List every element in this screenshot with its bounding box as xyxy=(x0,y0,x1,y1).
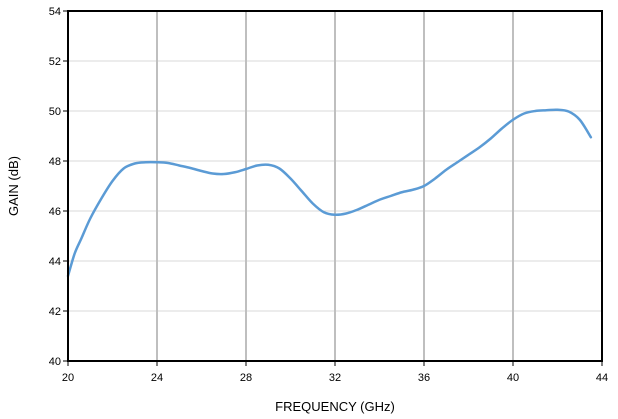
y-tick-label: 46 xyxy=(49,206,61,218)
plot-area-border xyxy=(67,10,603,362)
x-tick-label: 28 xyxy=(240,372,252,384)
x-tick-label: 20 xyxy=(62,372,74,384)
y-tick-label: 44 xyxy=(49,256,61,268)
x-tick-label: 44 xyxy=(596,372,608,384)
gain-series-line xyxy=(66,108,593,278)
y-tick-label: 40 xyxy=(49,356,61,368)
y-tick-label: 50 xyxy=(49,106,61,118)
grid-lines xyxy=(63,10,603,366)
y-tick-label: 42 xyxy=(49,306,61,318)
x-tick-label: 32 xyxy=(329,372,341,384)
x-axis-title: FREQUENCY (GHz) xyxy=(275,399,395,414)
x-tick-label: 24 xyxy=(151,372,163,384)
x-tick-label: 36 xyxy=(418,372,430,384)
tick-labels: 40 42 44 46 48 50 52 54 20 24 28 32 36 40 44 xyxy=(49,6,608,384)
y-tick-label: 54 xyxy=(49,6,61,18)
data-series xyxy=(66,108,593,278)
y-axis-title: GAIN (dB) xyxy=(6,156,21,216)
x-tick-label: 40 xyxy=(507,372,519,384)
y-tick-label: 48 xyxy=(49,156,61,168)
y-tick-label: 52 xyxy=(49,56,61,68)
